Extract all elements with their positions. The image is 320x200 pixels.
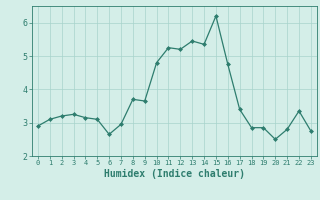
X-axis label: Humidex (Indice chaleur): Humidex (Indice chaleur)	[104, 169, 245, 179]
